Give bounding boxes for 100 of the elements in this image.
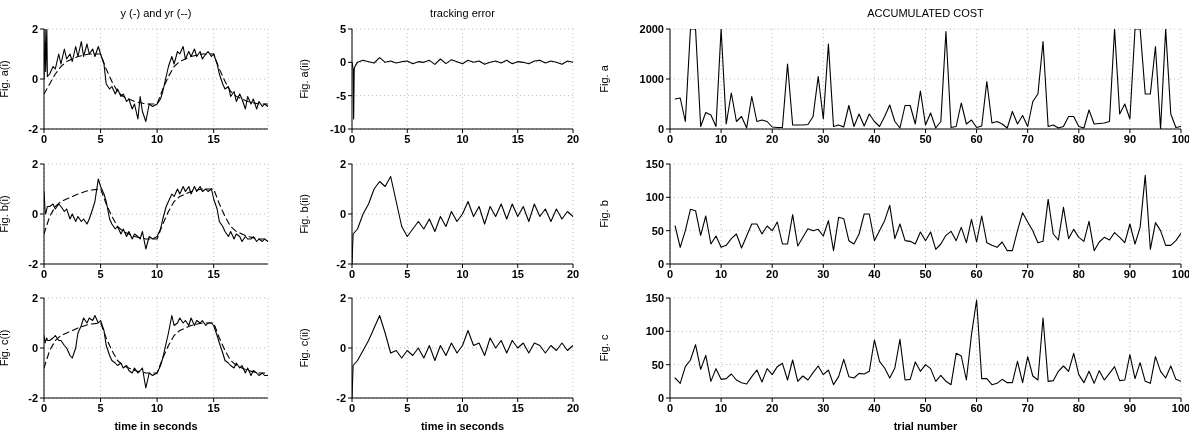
x-tick-label: 30	[817, 401, 830, 414]
y-tick-label: 50	[651, 224, 664, 237]
x-tick-label: 20	[566, 267, 580, 280]
y-tick-label: -5	[336, 89, 346, 102]
y-tick-label: 2	[31, 157, 38, 170]
x-tick-label: 15	[511, 401, 524, 414]
x-tick-label: 90	[1123, 132, 1137, 145]
y-tick-label: -10	[330, 122, 346, 135]
line-series	[674, 174, 1181, 252]
x-tick-label: 30	[817, 132, 830, 145]
y-axis-title: Fig. b(i)	[0, 195, 10, 233]
y-tick-label: 150	[645, 291, 664, 304]
y-tick-label: 0	[339, 341, 346, 354]
x-tick-label: 15	[207, 401, 220, 414]
x-tick-label: 50	[919, 267, 932, 280]
x-tick-label: 40	[868, 401, 881, 414]
x-tick-label: 10	[714, 267, 728, 280]
x-tick-label: 20	[766, 132, 779, 145]
y-tick-label: 100	[645, 325, 664, 338]
y-tick-label: -2	[28, 122, 38, 135]
x-tick-label: 0	[40, 132, 48, 145]
x-tick-label: 15	[511, 132, 524, 145]
x-tick-label: 0	[40, 401, 48, 414]
y-tick-label: 0	[657, 122, 664, 135]
x-tick-label: 90	[1123, 401, 1137, 414]
y-tick-label: 0	[657, 391, 664, 404]
x-tick-label: 15	[511, 267, 524, 280]
y-tick-label: 0	[657, 257, 664, 270]
y-axis-title: Fig. b	[597, 200, 610, 228]
x-tick-label: 5	[97, 401, 104, 414]
y-tick-label: 100	[645, 191, 664, 204]
y-tick-label: -2	[336, 391, 346, 404]
x-tick-label: 80	[1072, 132, 1085, 145]
chart-title: y (-) and yr (--)	[119, 7, 193, 19]
y-tick-label: 0	[339, 207, 346, 220]
x-tick-label: 80	[1072, 267, 1085, 280]
x-tick-label: 100	[1171, 132, 1191, 145]
x-tick-label: 5	[404, 267, 411, 280]
x-tick-label: 100	[1171, 267, 1191, 280]
x-tick-label: 5	[404, 132, 411, 145]
x-tick-label: 50	[919, 132, 932, 145]
y-tick-label: 5	[339, 22, 346, 35]
line-series	[674, 299, 1181, 386]
y-tick-label: 0	[339, 56, 346, 69]
x-tick-label: 5	[97, 132, 104, 145]
y-axis-title: Fig. a	[597, 64, 610, 93]
x-tick-label: 10	[456, 132, 469, 145]
x-tick-label: 0	[348, 267, 356, 280]
x-tick-label: 10	[151, 267, 164, 280]
x-tick-label: 0	[666, 401, 674, 414]
x-tick-label: 10	[714, 132, 728, 145]
x-tick-label: 10	[456, 401, 469, 414]
y-tick-label: 2	[31, 291, 38, 304]
y-tick-label: 2	[31, 22, 38, 35]
chart-title: ACCUMULATED COST	[866, 7, 985, 19]
y-axis-title: Fig. c(ii)	[297, 328, 310, 368]
x-tick-label: 0	[666, 267, 674, 280]
y-axis-title: Fig. a(ii)	[297, 59, 310, 99]
x-tick-label: 40	[868, 132, 881, 145]
x-tick-label: 100	[1171, 401, 1191, 414]
x-tick-label: 0	[40, 267, 48, 280]
x-tick-label: 20	[566, 132, 580, 145]
x-tick-label: 5	[404, 401, 411, 414]
y-tick-label: 0	[31, 72, 38, 85]
x-tick-label: 20	[766, 267, 779, 280]
y-tick-label: 2	[339, 157, 346, 170]
x-tick-label: 40	[868, 267, 881, 280]
y-tick-label: 2	[339, 291, 346, 304]
y-tick-label: -2	[336, 257, 346, 270]
x-tick-label: 70	[1021, 132, 1034, 145]
x-tick-label: 0	[666, 132, 674, 145]
y-tick-label: -2	[28, 391, 38, 404]
x-axis-title: time in seconds	[420, 420, 505, 432]
y-tick-label: -2	[28, 257, 38, 270]
x-tick-label: 60	[970, 267, 983, 280]
y-axis-title: Fig. a(i)	[0, 60, 10, 98]
x-tick-label: 10	[151, 132, 164, 145]
x-tick-label: 15	[207, 132, 220, 145]
x-tick-label: 80	[1072, 401, 1085, 414]
x-tick-label: 20	[766, 401, 779, 414]
x-tick-label: 70	[1021, 401, 1034, 414]
y-tick-label: 150	[645, 157, 664, 170]
y-tick-label: 1000	[639, 72, 664, 85]
x-tick-label: 50	[919, 401, 932, 414]
y-axis-title: Fig. b(ii)	[297, 194, 310, 234]
y-tick-label: 50	[651, 358, 664, 371]
x-tick-label: 0	[348, 401, 356, 414]
chart-title: tracking error	[429, 7, 496, 19]
y-tick-label: 2000	[639, 22, 664, 35]
x-tick-label: 30	[817, 267, 830, 280]
x-axis-title: trial number	[893, 420, 958, 432]
x-tick-label: 10	[714, 401, 728, 414]
y-tick-label: 0	[31, 341, 38, 354]
x-tick-label: 70	[1021, 267, 1034, 280]
x-tick-label: 10	[151, 401, 164, 414]
x-tick-label: 0	[348, 132, 356, 145]
x-tick-label: 5	[97, 267, 104, 280]
y-axis-title: Fig. c	[597, 334, 610, 362]
y-axis-title: Fig. c(i)	[0, 329, 10, 367]
x-tick-label: 15	[207, 267, 220, 280]
